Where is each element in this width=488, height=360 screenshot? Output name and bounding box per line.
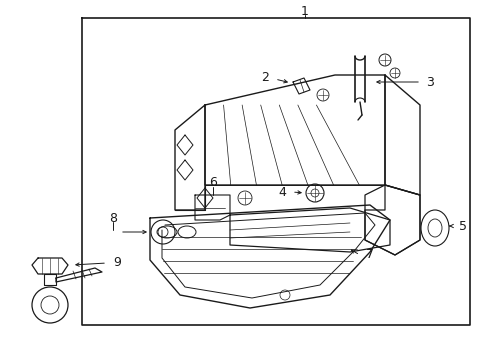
Text: 7: 7	[365, 248, 373, 261]
Text: 3: 3	[425, 76, 433, 89]
Text: 4: 4	[278, 185, 285, 198]
Text: 2: 2	[261, 71, 268, 84]
Text: 8: 8	[109, 212, 117, 225]
Text: 6: 6	[209, 176, 217, 189]
Text: 1: 1	[301, 5, 308, 18]
Text: 9: 9	[113, 256, 121, 270]
Text: 5: 5	[458, 220, 466, 233]
